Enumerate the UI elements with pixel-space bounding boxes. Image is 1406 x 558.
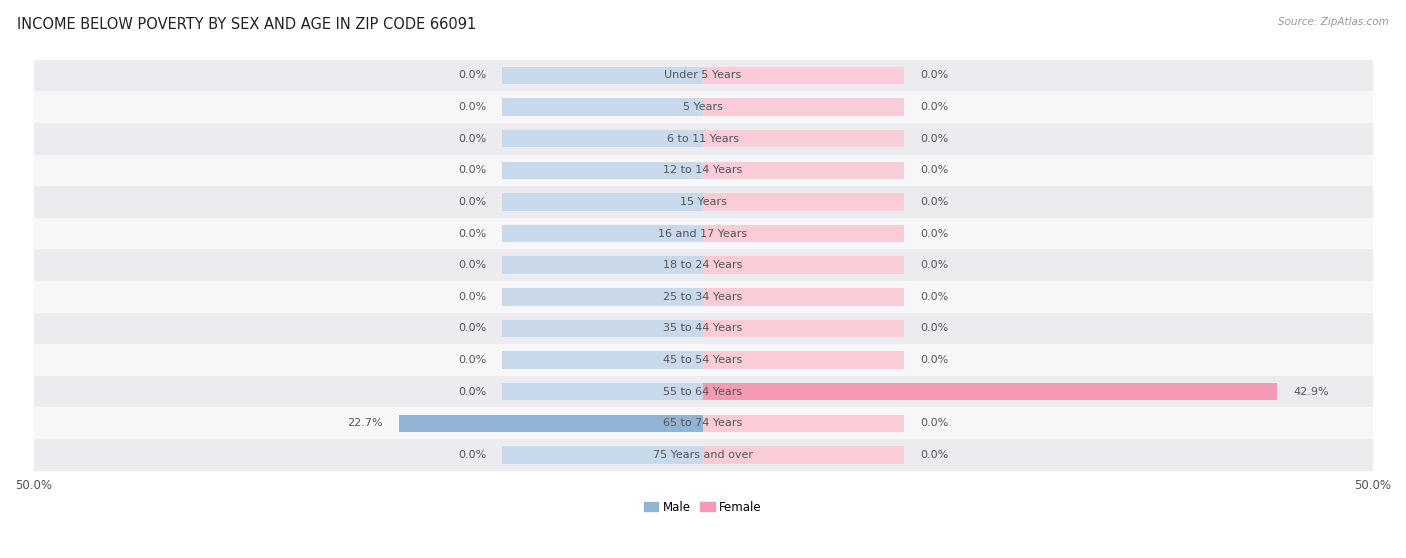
Text: 35 to 44 Years: 35 to 44 Years [664, 324, 742, 334]
Text: 0.0%: 0.0% [458, 260, 486, 270]
Bar [703, 193, 904, 210]
Bar [502, 98, 703, 116]
Bar [703, 98, 904, 116]
Text: 16 and 17 Years: 16 and 17 Years [658, 229, 748, 239]
Text: 0.0%: 0.0% [458, 102, 486, 112]
Bar [703, 225, 904, 242]
Bar [703, 320, 904, 337]
Bar [703, 257, 904, 274]
Bar [34, 218, 1372, 249]
Text: 0.0%: 0.0% [920, 324, 948, 334]
Text: Source: ZipAtlas.com: Source: ZipAtlas.com [1278, 17, 1389, 27]
Text: 0.0%: 0.0% [920, 418, 948, 429]
Bar [34, 123, 1372, 155]
Bar [502, 67, 703, 84]
Text: 55 to 64 Years: 55 to 64 Years [664, 387, 742, 397]
Bar [703, 383, 904, 401]
Text: 6 to 11 Years: 6 to 11 Years [666, 134, 740, 144]
Text: 0.0%: 0.0% [920, 197, 948, 207]
Text: 42.9%: 42.9% [1294, 387, 1329, 397]
Text: 18 to 24 Years: 18 to 24 Years [664, 260, 742, 270]
Bar [502, 288, 703, 305]
Text: 0.0%: 0.0% [458, 292, 486, 302]
Bar [502, 415, 703, 432]
Text: 0.0%: 0.0% [920, 102, 948, 112]
Text: 0.0%: 0.0% [920, 450, 948, 460]
Bar [703, 446, 904, 464]
Text: 0.0%: 0.0% [458, 450, 486, 460]
Bar [703, 162, 904, 179]
Text: 5 Years: 5 Years [683, 102, 723, 112]
Bar [502, 352, 703, 369]
Bar [502, 225, 703, 242]
Bar [703, 352, 904, 369]
Text: 0.0%: 0.0% [458, 197, 486, 207]
Text: 0.0%: 0.0% [458, 134, 486, 144]
Bar [502, 130, 703, 147]
Bar [34, 344, 1372, 376]
Text: 45 to 54 Years: 45 to 54 Years [664, 355, 742, 365]
Text: 0.0%: 0.0% [458, 387, 486, 397]
Bar [703, 67, 904, 84]
Text: 0.0%: 0.0% [458, 165, 486, 175]
Text: 12 to 14 Years: 12 to 14 Years [664, 165, 742, 175]
Bar [34, 439, 1372, 471]
Text: 75 Years and over: 75 Years and over [652, 450, 754, 460]
Bar [34, 281, 1372, 312]
Bar [703, 415, 904, 432]
Bar [34, 312, 1372, 344]
Text: 0.0%: 0.0% [920, 165, 948, 175]
Bar [502, 193, 703, 210]
Text: 0.0%: 0.0% [458, 355, 486, 365]
Text: 22.7%: 22.7% [347, 418, 382, 429]
Text: 15 Years: 15 Years [679, 197, 727, 207]
Text: 0.0%: 0.0% [458, 324, 486, 334]
Text: 0.0%: 0.0% [920, 355, 948, 365]
Text: 65 to 74 Years: 65 to 74 Years [664, 418, 742, 429]
Text: 0.0%: 0.0% [920, 134, 948, 144]
Bar [502, 257, 703, 274]
Text: 0.0%: 0.0% [920, 260, 948, 270]
Text: 0.0%: 0.0% [458, 229, 486, 239]
Bar [502, 162, 703, 179]
Bar [34, 92, 1372, 123]
Bar [703, 288, 904, 305]
Text: INCOME BELOW POVERTY BY SEX AND AGE IN ZIP CODE 66091: INCOME BELOW POVERTY BY SEX AND AGE IN Z… [17, 17, 477, 32]
Text: 0.0%: 0.0% [458, 70, 486, 80]
Bar [502, 320, 703, 337]
Text: 25 to 34 Years: 25 to 34 Years [664, 292, 742, 302]
Bar [502, 383, 703, 401]
Text: 0.0%: 0.0% [920, 292, 948, 302]
Bar [34, 249, 1372, 281]
Bar [34, 407, 1372, 439]
Bar [703, 383, 1278, 401]
Text: 0.0%: 0.0% [920, 70, 948, 80]
Legend: Male, Female: Male, Female [640, 496, 766, 518]
Text: Under 5 Years: Under 5 Years [665, 70, 741, 80]
Bar [34, 60, 1372, 92]
Bar [34, 186, 1372, 218]
Bar [399, 415, 703, 432]
Bar [34, 376, 1372, 407]
Bar [703, 130, 904, 147]
Bar [34, 155, 1372, 186]
Text: 0.0%: 0.0% [920, 229, 948, 239]
Bar [502, 446, 703, 464]
